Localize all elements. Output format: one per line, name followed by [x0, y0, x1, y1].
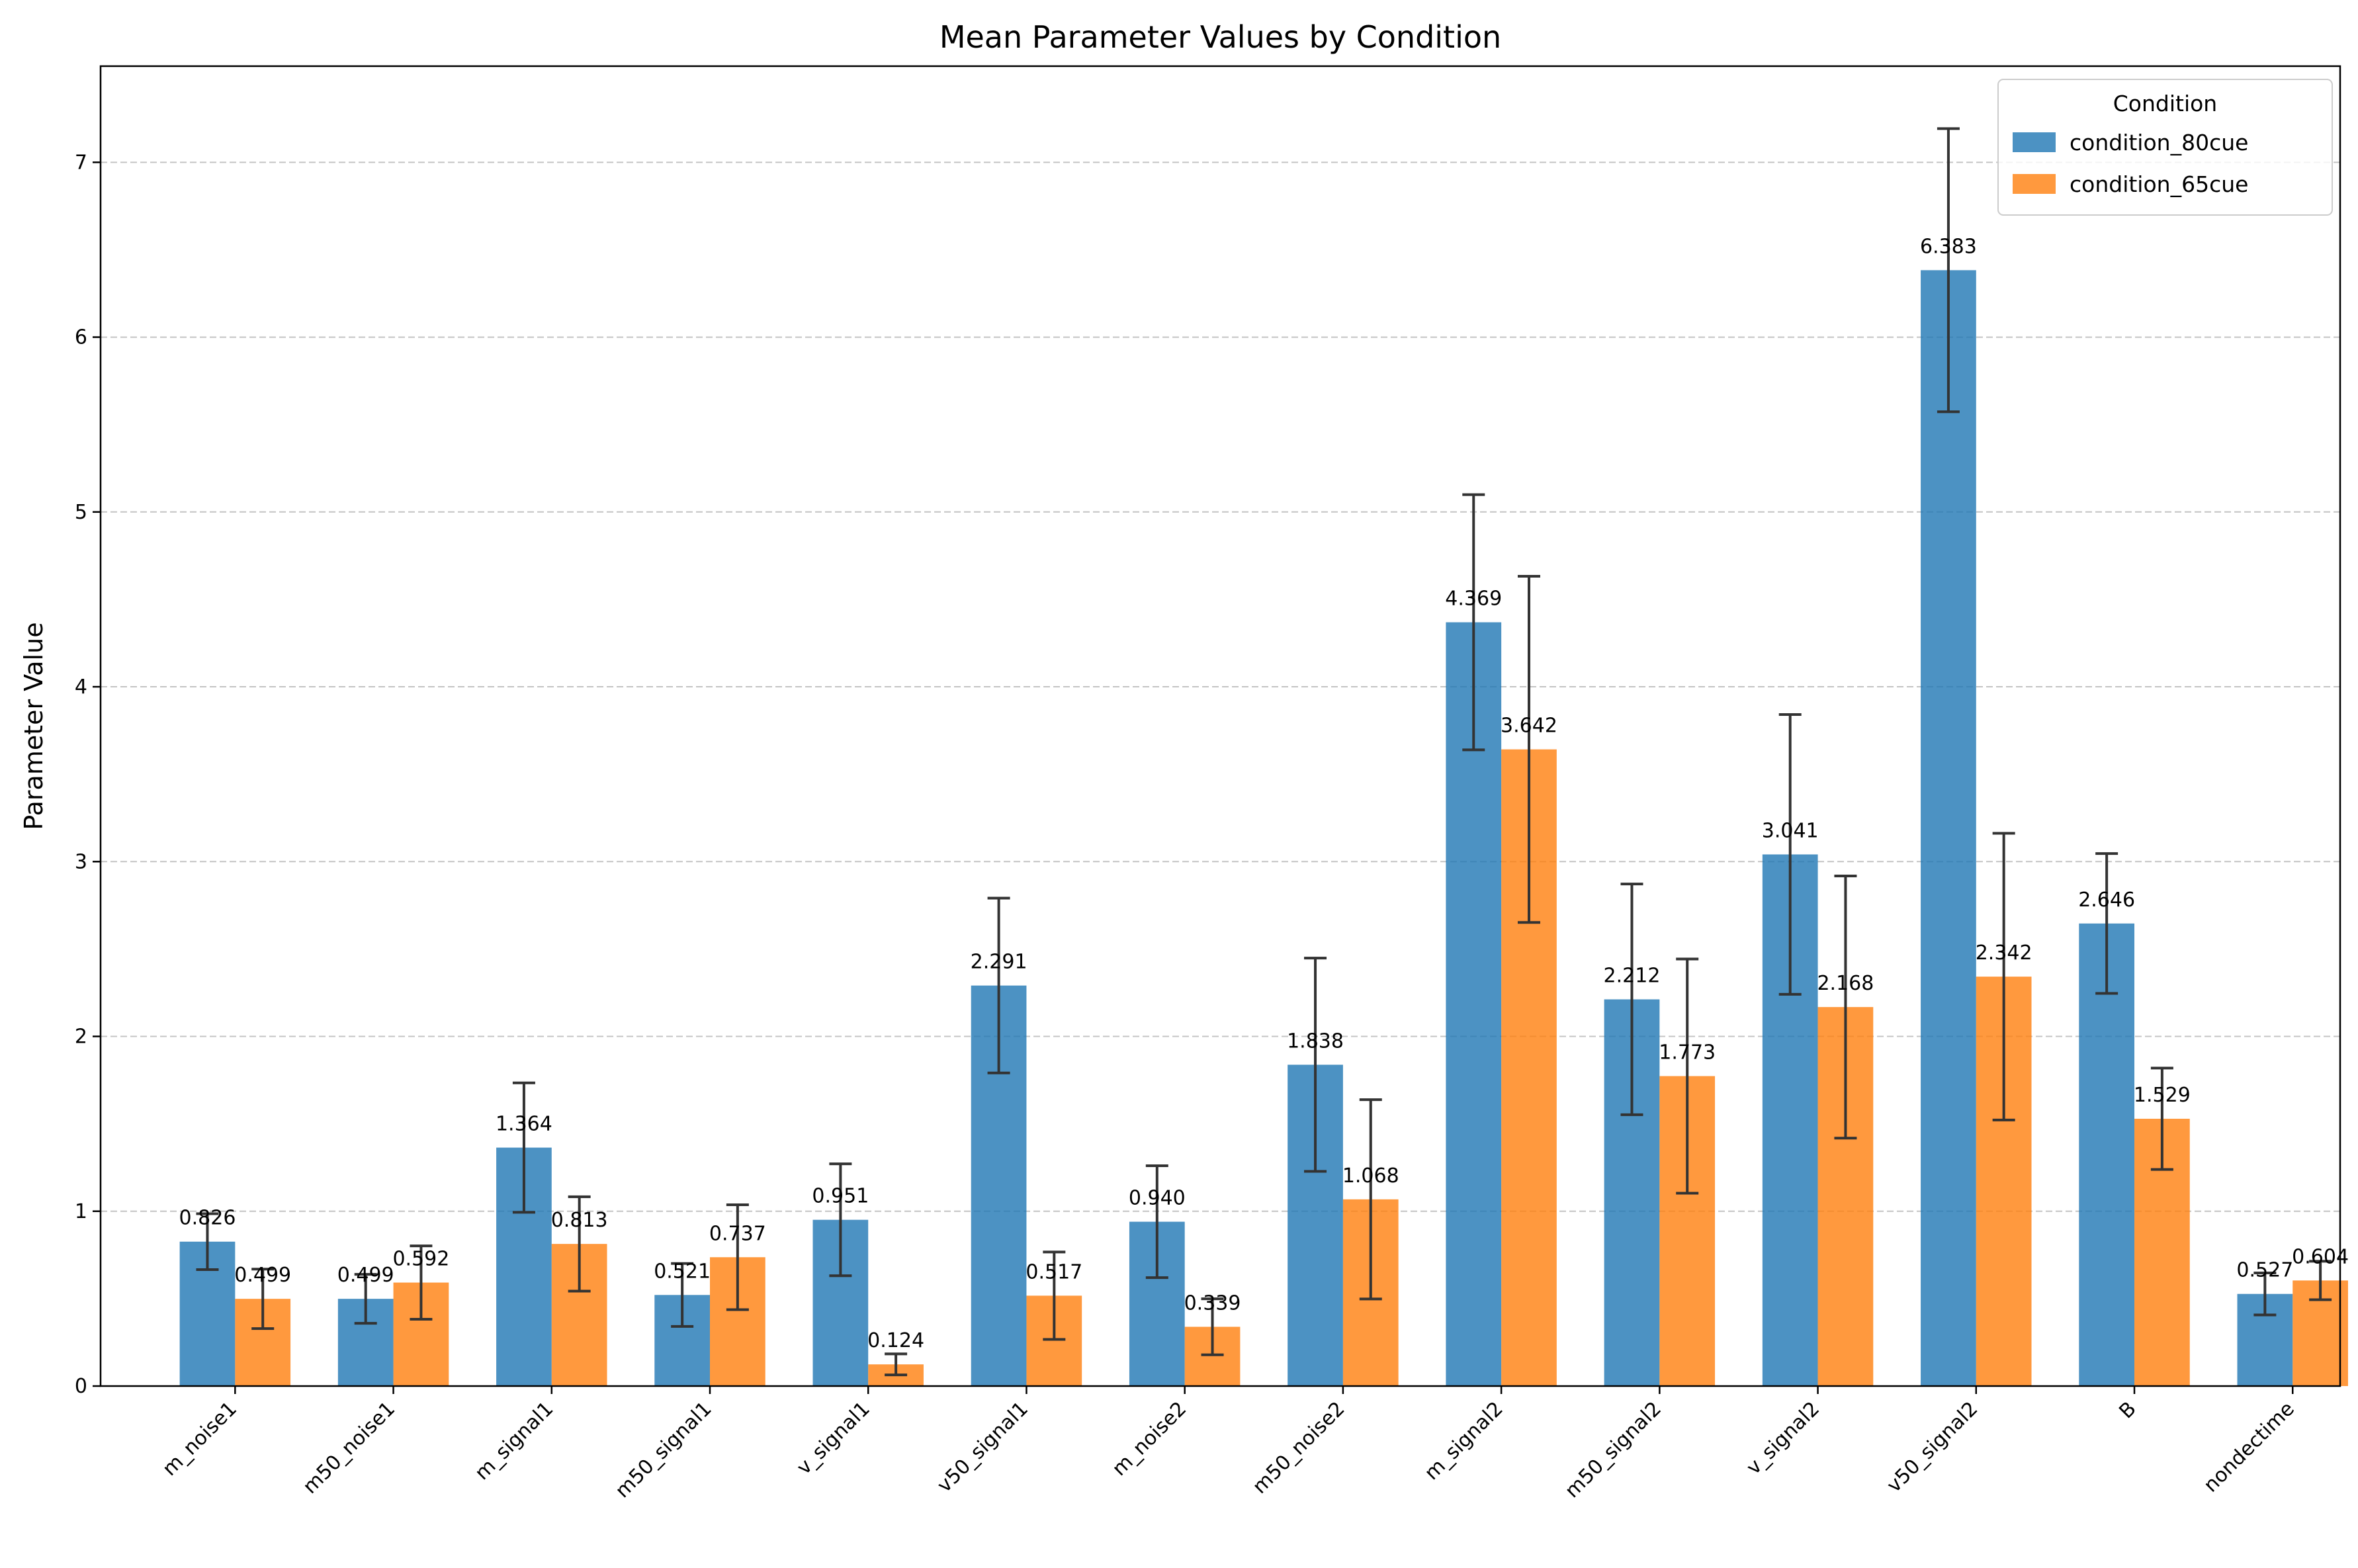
bar-value-label: 0.499: [234, 1264, 291, 1287]
bar-value-label: 0.737: [709, 1222, 766, 1245]
legend-title: Condition: [2113, 91, 2217, 116]
bar-value-label: 0.339: [1184, 1291, 1241, 1315]
legend: Condition condition_80cue condition_65cue: [1997, 79, 2333, 216]
bar-value-label: 4.369: [1445, 588, 1502, 611]
bar-value-label: 0.592: [392, 1248, 449, 1271]
bar-value-label: 2.212: [1604, 965, 1661, 988]
bar-value-label: 2.646: [2078, 889, 2135, 912]
legend-swatch: [2013, 132, 2056, 152]
y-tick-label: 1: [75, 1200, 87, 1223]
bar: [1921, 270, 1976, 1386]
y-tick-label: 3: [75, 850, 87, 873]
legend-label: condition_80cue: [2070, 130, 2248, 155]
y-tick-label: 2: [75, 1025, 87, 1049]
legend-entries: condition_80cue condition_65cue: [2013, 130, 2248, 197]
bar-value-label: 3.642: [1501, 715, 1557, 738]
bar-value-label: 1.068: [1342, 1164, 1399, 1188]
bar: [2079, 923, 2135, 1386]
y-axis-title: Parameter Value: [19, 622, 48, 830]
bar-value-label: 1.838: [1287, 1029, 1344, 1053]
legend-swatch: [2013, 174, 2056, 194]
bar-value-label: 0.813: [551, 1209, 608, 1232]
legend-label: condition_65cue: [2070, 171, 2248, 197]
plot-frame: [99, 65, 2341, 1387]
y-tick-label: 7: [75, 151, 87, 174]
bar-value-label: 6.383: [1920, 235, 1977, 258]
bar-value-label: 1.529: [2134, 1084, 2191, 1107]
bar-value-label: 2.291: [971, 951, 1027, 974]
bar-value-label: 0.604: [2292, 1245, 2349, 1268]
chart-title: Mean Parameter Values by Condition: [939, 19, 1501, 55]
bar-value-label: 0.499: [337, 1264, 394, 1287]
bar-value-label: 0.951: [812, 1185, 869, 1208]
bar-value-label: 1.364: [496, 1113, 552, 1136]
error-bars: [196, 127, 2332, 1377]
bar-value-label: 0.124: [867, 1329, 924, 1352]
bar-value-label: 2.342: [1976, 941, 2032, 965]
bar-value-label: 3.041: [1762, 819, 1819, 842]
y-tick-label: 0: [75, 1375, 87, 1398]
bar-value-label: 0.521: [654, 1260, 711, 1283]
legend-box: [1997, 79, 2333, 216]
bar-value-label: 0.940: [1129, 1187, 1186, 1210]
bar-value-label: 0.527: [2236, 1259, 2293, 1282]
bar-value-label: 2.168: [1817, 972, 1874, 995]
y-tick-label: 4: [75, 675, 87, 699]
bar-value-label: 0.826: [179, 1207, 236, 1230]
y-tick-label: 5: [75, 501, 87, 524]
bar-value-label: 0.517: [1026, 1260, 1082, 1284]
y-axis-ticks: 0 1 2 3 4 5 6 7: [75, 151, 101, 1398]
bar-value-label: 1.773: [1659, 1041, 1716, 1065]
y-tick-label: 6: [75, 326, 87, 349]
